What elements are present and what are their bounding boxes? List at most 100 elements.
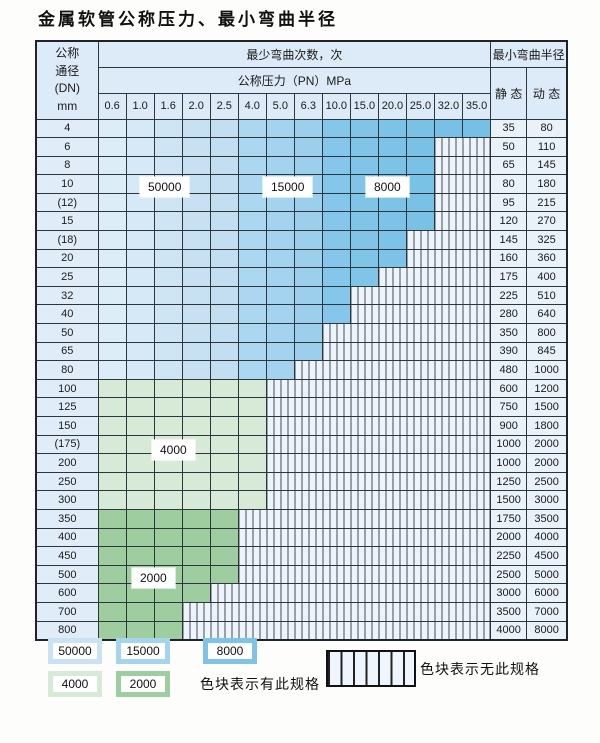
spec-available-cell <box>153 583 183 603</box>
table-row: 150 900 1800 <box>35 416 568 436</box>
table-row: 600 3000 6000 <box>35 583 568 603</box>
spec-available-cell <box>293 137 323 157</box>
spec-available-cell <box>153 397 183 417</box>
spec-available-cell <box>125 267 155 287</box>
spec-available-cell <box>209 323 239 343</box>
spec-available-cell <box>377 230 407 250</box>
no-spec-cell <box>349 285 492 306</box>
static-radius-value: 480 <box>490 360 528 380</box>
spec-available-cell <box>153 118 183 139</box>
spec-available-cell <box>377 118 407 139</box>
spec-available-cell <box>237 360 267 380</box>
spec-available-cell <box>405 192 435 213</box>
spec-available-cell <box>293 323 323 343</box>
spec-available-cell <box>237 453 267 473</box>
dn-label: 10 <box>35 174 99 194</box>
spec-available-cell <box>321 248 351 269</box>
spec-available-cell <box>349 211 379 232</box>
no-spec-cell <box>181 601 492 622</box>
legend-no-spec-swatch <box>326 650 416 687</box>
spec-available-cell <box>97 601 127 622</box>
pressure-values-row: 0.6 1.0 1.6 2.0 2.5 4.0 5.0 6.3 10.0 15.… <box>36 92 567 120</box>
spec-available-cell <box>349 248 379 269</box>
spec-available-cell <box>209 471 239 492</box>
legend-swatch-4000: 4000 <box>48 671 102 697</box>
spec-available-cell <box>265 285 295 306</box>
spec-available-cell <box>125 471 155 492</box>
static-radius-value: 280 <box>490 304 528 325</box>
dn-label: 600 <box>35 583 99 603</box>
no-spec-cell <box>265 434 492 455</box>
spec-available-cell <box>265 137 295 157</box>
dynamic-radius-value: 400 <box>526 267 568 287</box>
static-radius-value: 1250 <box>490 471 528 492</box>
spec-available-cell <box>97 471 127 492</box>
table-row: 800 4000 8000 <box>35 620 568 641</box>
spec-available-cell <box>265 248 295 269</box>
dynamic-radius-value: 7000 <box>526 601 568 622</box>
spec-available-cell <box>405 211 435 232</box>
spec-available-cell <box>97 490 127 510</box>
spec-available-cell <box>97 267 127 287</box>
dn-label: 15 <box>35 211 99 232</box>
table-row: 450 2250 4500 <box>35 546 568 566</box>
pn-col-header: 6.3 <box>293 92 323 120</box>
spec-available-cell <box>125 118 155 139</box>
spec-available-cell <box>293 118 323 139</box>
table-row: 400 2000 4000 <box>35 527 568 548</box>
spec-available-cell <box>265 118 295 139</box>
spec-available-cell <box>209 118 239 139</box>
spec-available-cell <box>181 508 211 529</box>
spec-available-cell <box>181 285 211 306</box>
spec-available-cell <box>265 211 295 232</box>
spec-available-cell <box>405 137 435 157</box>
spec-available-cell <box>125 546 155 566</box>
pn-col-header: 15.0 <box>349 92 379 120</box>
dn-label: (175) <box>35 434 99 455</box>
spec-available-cell <box>181 490 211 510</box>
no-spec-cell <box>237 564 492 585</box>
dn-label: 450 <box>35 546 99 566</box>
no-spec-cell <box>433 137 492 157</box>
table-row: 700 3500 7000 <box>35 601 568 622</box>
spec-available-cell <box>97 583 127 603</box>
dn-label: 80 <box>35 360 99 380</box>
static-radius-value: 160 <box>490 248 528 269</box>
no-spec-cell <box>433 192 492 213</box>
spec-available-cell <box>181 341 211 362</box>
no-spec-cell <box>433 211 492 232</box>
spec-available-cell <box>125 434 155 455</box>
spec-available-cell <box>349 137 379 157</box>
spec-available-cell <box>349 192 379 213</box>
table-row: 50 350 800 <box>35 323 568 343</box>
table-row: 15 120 270 <box>35 211 568 232</box>
spec-available-cell <box>181 360 211 380</box>
spec-available-cell <box>97 118 127 139</box>
no-spec-cell <box>405 248 492 269</box>
dynamic-radius-value: 5000 <box>526 564 568 585</box>
dn-label: 200 <box>35 453 99 473</box>
spec-available-cell <box>181 564 211 585</box>
spec-available-cell <box>237 118 267 139</box>
spec-available-cell <box>293 230 323 250</box>
spec-available-cell <box>321 174 351 194</box>
dn-column-header: 公称 通径 (DN) mm <box>35 40 99 120</box>
static-radius-value: 2250 <box>490 546 528 566</box>
cycles-label-2000: 2000 <box>132 568 175 588</box>
no-spec-cell <box>405 230 492 250</box>
spec-available-cell <box>153 267 183 287</box>
spec-available-cell <box>153 508 183 529</box>
cycles-label-4000: 4000 <box>152 440 195 460</box>
spec-available-cell <box>321 304 351 325</box>
spec-available-cell <box>209 397 239 417</box>
no-spec-cell <box>265 453 492 473</box>
no-spec-cell <box>181 620 492 641</box>
table-row: 80 480 1000 <box>35 360 568 380</box>
pn-col-header: 20.0 <box>377 92 407 120</box>
spec-available-cell <box>237 471 267 492</box>
pn-col-header: 2.0 <box>181 92 211 120</box>
no-spec-cell <box>293 360 492 380</box>
table-row: (18) 145 325 <box>35 230 568 250</box>
no-spec-cell <box>349 304 492 325</box>
